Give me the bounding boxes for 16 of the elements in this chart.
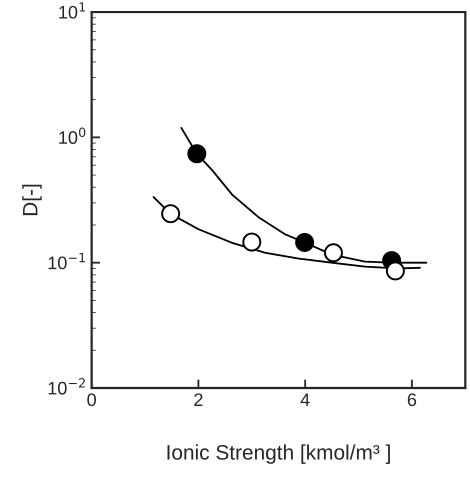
x-tick-label: 0 bbox=[87, 393, 96, 406]
point bbox=[295, 232, 314, 252]
point bbox=[324, 243, 343, 262]
point bbox=[187, 144, 206, 164]
x-axis-title: Ionic Strength [kmol/m³ ] bbox=[168, 444, 390, 464]
x-tick-label: 6 bbox=[408, 393, 416, 406]
x-tick-label: 2 bbox=[194, 393, 203, 406]
y-axis-title: D[-] bbox=[22, 184, 42, 216]
y-tick-label: 10$^{1}$ bbox=[59, 2, 86, 19]
x-tick-label: 4 bbox=[300, 394, 310, 406]
point bbox=[242, 232, 262, 252]
y-tick-label: 10$^{−2}$ bbox=[48, 378, 85, 395]
point bbox=[161, 204, 180, 224]
y-tick-label: 10$^{−1}$ bbox=[48, 252, 85, 270]
y-tick-label: 10$^{0}$ bbox=[59, 127, 86, 144]
point bbox=[386, 261, 405, 280]
